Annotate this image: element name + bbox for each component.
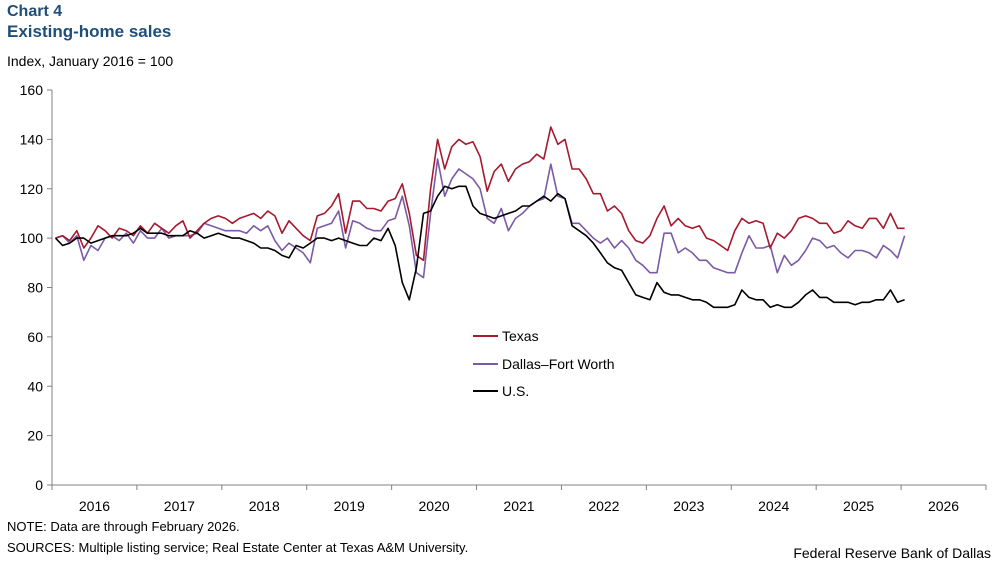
credit-text: Federal Reserve Bank of Dallas [793, 545, 991, 561]
y-tick-label: 100 [20, 230, 44, 246]
y-tick-label: 0 [35, 477, 43, 493]
x-tick-label: 2022 [588, 498, 619, 514]
legend: Texas Dallas–Fort Worth U.S. [473, 328, 615, 399]
axes [51, 90, 986, 486]
y-tick-label: 120 [20, 181, 44, 197]
chart-number: Chart 4 [7, 3, 63, 20]
y-tick-label: 40 [27, 378, 43, 394]
x-tick-label: 2017 [164, 498, 195, 514]
y-tick-label: 140 [20, 131, 44, 147]
x-tick-label: 2018 [249, 498, 280, 514]
series-line-texas [55, 126, 905, 262]
legend-label: Dallas–Fort Worth [502, 356, 615, 372]
y-tick-label: 20 [27, 428, 43, 444]
x-tick-label: 2025 [843, 498, 874, 514]
note-text: NOTE: Data are through February 2026. [7, 519, 240, 534]
y-ticks: 0 20 40 60 80 100 120 140 160 [20, 82, 52, 493]
x-tick-label: 2019 [334, 498, 365, 514]
y-tick-label: 60 [27, 329, 43, 345]
sources-text: SOURCES: Multiple listing service; Real … [7, 540, 469, 555]
x-tick-label: 2021 [503, 498, 534, 514]
x-tick-label: 2020 [419, 498, 450, 514]
x-tick-label: 2026 [928, 498, 959, 514]
series-lines [54, 126, 906, 309]
series-line-dallas-fort-worth [55, 158, 906, 279]
y-tick-label: 80 [27, 280, 43, 296]
legend-label: U.S. [502, 383, 529, 399]
y-tick-label: 160 [20, 82, 44, 98]
x-tick-labels: 2016 2017 2018 2019 2020 2021 2022 2023 2024 2025… [51, 485, 987, 514]
chart-title: Existing-home sales [7, 22, 172, 41]
series-line-u-s [54, 185, 905, 309]
y-axis-units: Index, January 2016 = 100 [7, 53, 174, 69]
x-tick-label: 2016 [79, 498, 110, 514]
x-tick-label: 2024 [758, 498, 789, 514]
x-tick-label: 2023 [673, 498, 704, 514]
legend-label: Texas [502, 328, 539, 344]
